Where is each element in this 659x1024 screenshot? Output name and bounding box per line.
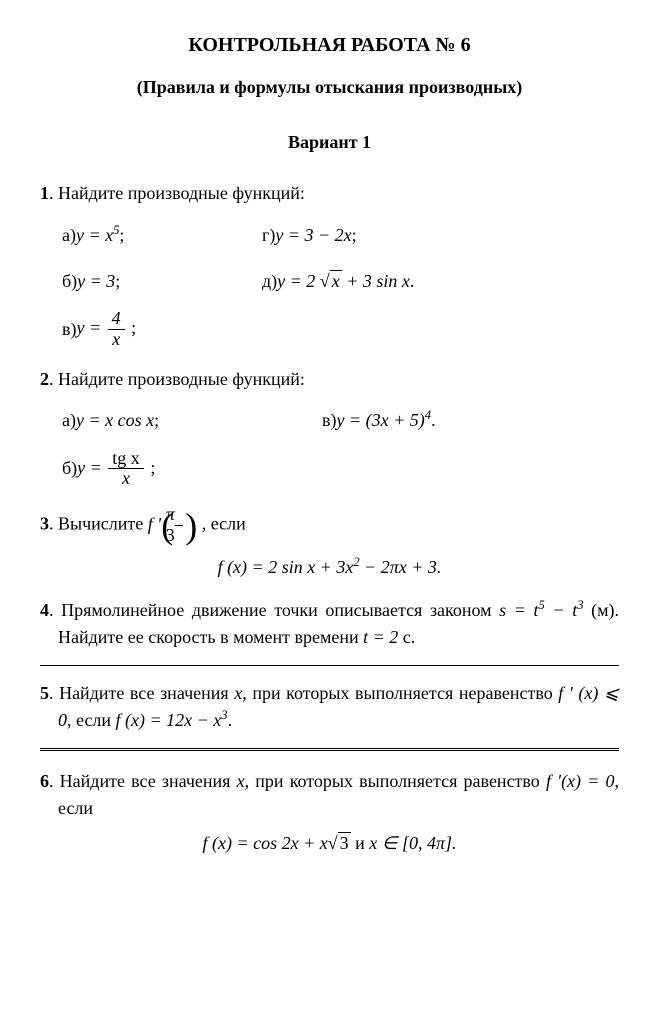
variant-label: Вариант 1	[40, 129, 619, 156]
p2-b-eq: y = tg xx ;	[77, 449, 155, 490]
p3-eq-post: − 2πx + 3.	[360, 557, 442, 577]
p3-frac-den: 3	[175, 526, 183, 546]
p5-period: .	[228, 710, 233, 730]
p1-v-eq: y = 4x ;	[77, 309, 137, 350]
sqrt-icon: x	[320, 268, 342, 295]
p6-domain: x ∈ [0, 4π].	[369, 833, 456, 853]
problem-2-num: 2	[40, 369, 49, 389]
sqrt-icon: 3	[328, 830, 351, 857]
p6-x: x	[237, 771, 245, 791]
problem-6-num: 6	[40, 771, 49, 791]
problem-3-num: 3	[40, 514, 49, 534]
p2-a-label: а)	[62, 407, 76, 434]
p5-eq-base: f (x) = 12x − x	[116, 710, 222, 730]
p4-unit: (м)	[584, 600, 615, 620]
p1-g-eq-text: y = 3 − 2x	[275, 225, 351, 245]
problem-3-pre: . Вычислите	[49, 514, 148, 534]
p3-equation: f (x) = 2 sin x + 3x2 − 2πx + 3.	[40, 554, 619, 581]
page-title: КОНТРОЛЬНАЯ РАБОТА № 6	[40, 30, 619, 60]
problem-4: 4. Прямолинейное движение точки описывае…	[40, 597, 619, 651]
p2-v-eq: y = (3x + 5)4.	[337, 407, 436, 434]
p2-b-num: tg x	[108, 449, 144, 470]
problem-1-num: 1	[40, 183, 49, 203]
problem-6-mid: , при которых выполняется равенство	[245, 771, 546, 791]
p2-v-eq-text: y = (3x + 5)	[337, 410, 425, 430]
problem-5: 5. Найдите все значения x, при которых в…	[40, 680, 619, 734]
p1-d-pre: y = 2	[277, 271, 315, 291]
problem-1-text: . Найдите производные функций:	[49, 183, 305, 203]
p4-eq1: s = t5 − t3	[499, 600, 583, 620]
problem-5-if: , если	[67, 710, 116, 730]
problem-6-pre: . Найдите все значения	[49, 771, 237, 791]
problem-6: 6. Найдите все значения x, при которых в…	[40, 768, 619, 822]
p4-eq-mid: − t	[545, 600, 577, 620]
problem-4-num: 4	[40, 600, 49, 620]
p4-eq2: t = 2	[363, 627, 398, 647]
p1-v-num: 4	[108, 309, 125, 330]
problem-5-mid: , при которых выполняется неравенство	[242, 683, 558, 703]
p5-eq: f (x) = 12x − x3	[116, 710, 228, 730]
p6-equation: f (x) = cos 2x + x 3 и x ∈ [0, 4π].	[40, 830, 619, 857]
problem-2: 2. Найдите производные функций:	[40, 366, 619, 393]
p4-eq1-base: s = t	[499, 600, 538, 620]
divider-double	[40, 748, 619, 754]
problem-3: 3. Вычислите f ′(π3) , если	[40, 505, 619, 546]
p2-a-eq: y = x cos x;	[76, 407, 159, 434]
p6-eq-base: f (x) = cos 2x + x	[203, 833, 328, 853]
p1-b-label: б)	[62, 268, 77, 295]
p1-d-label: д)	[262, 268, 277, 295]
p1-a-eq-base: y = x	[76, 225, 113, 245]
p1-v-den: x	[108, 330, 125, 350]
p6-eq0: f ′(x) = 0	[546, 771, 615, 791]
fraction-icon: tg xx	[108, 449, 144, 490]
p1-d-rad: x	[330, 270, 342, 291]
p6-rad: 3	[338, 832, 351, 853]
problem-3-post: , если	[202, 514, 246, 534]
problem-4-pre: . Прямолинейное движение точки описывает…	[49, 600, 499, 620]
problem-5-pre: . Найдите все значения	[49, 683, 234, 703]
p1-d-eq: y = 2 x + 3 sin x.	[277, 268, 414, 295]
problem-2-items: а) y = x cos x; в) y = (3x + 5)4. б) y =…	[62, 403, 619, 490]
problem-2-text: . Найдите производные функций:	[49, 369, 305, 389]
p1-d-post: + 3 sin x	[346, 271, 410, 291]
p1-a-label: а)	[62, 222, 76, 249]
divider-single	[40, 665, 619, 666]
fraction-icon: π3	[175, 505, 183, 546]
p2-b-den: x	[108, 469, 144, 489]
p1-a-eq: y = x5;	[76, 222, 124, 249]
problem-1: 1. Найдите производные функций:	[40, 180, 619, 207]
p2-a-eq-text: y = x cos x	[76, 410, 154, 430]
p1-b-eq-text: y = 3	[77, 271, 115, 291]
p2-v-label: в)	[322, 407, 337, 434]
p1-v-label: в)	[62, 316, 77, 343]
problem-1-items: а) y = x5; г) y = 3 − 2x; б) y = 3; д) y…	[62, 217, 619, 350]
page-subtitle: (Правила и формулы отыскания производных…	[40, 74, 619, 101]
p6-and: и	[351, 833, 370, 853]
p3-fprime: f ′(π3)	[148, 514, 202, 534]
fraction-icon: 4x	[108, 309, 125, 350]
p3-eq-base: f (x) = 2 sin x + 3x	[218, 557, 354, 577]
p4-unit2: с.	[398, 627, 415, 647]
p1-g-label: г)	[262, 222, 275, 249]
problem-5-num: 5	[40, 683, 49, 703]
p3-fprime-sym: f ′	[148, 514, 161, 534]
p2-b-label: б)	[62, 455, 77, 482]
p3-frac-num: π	[175, 505, 183, 526]
p1-g-eq: y = 3 − 2x;	[275, 222, 356, 249]
p1-b-eq: y = 3;	[77, 268, 120, 295]
